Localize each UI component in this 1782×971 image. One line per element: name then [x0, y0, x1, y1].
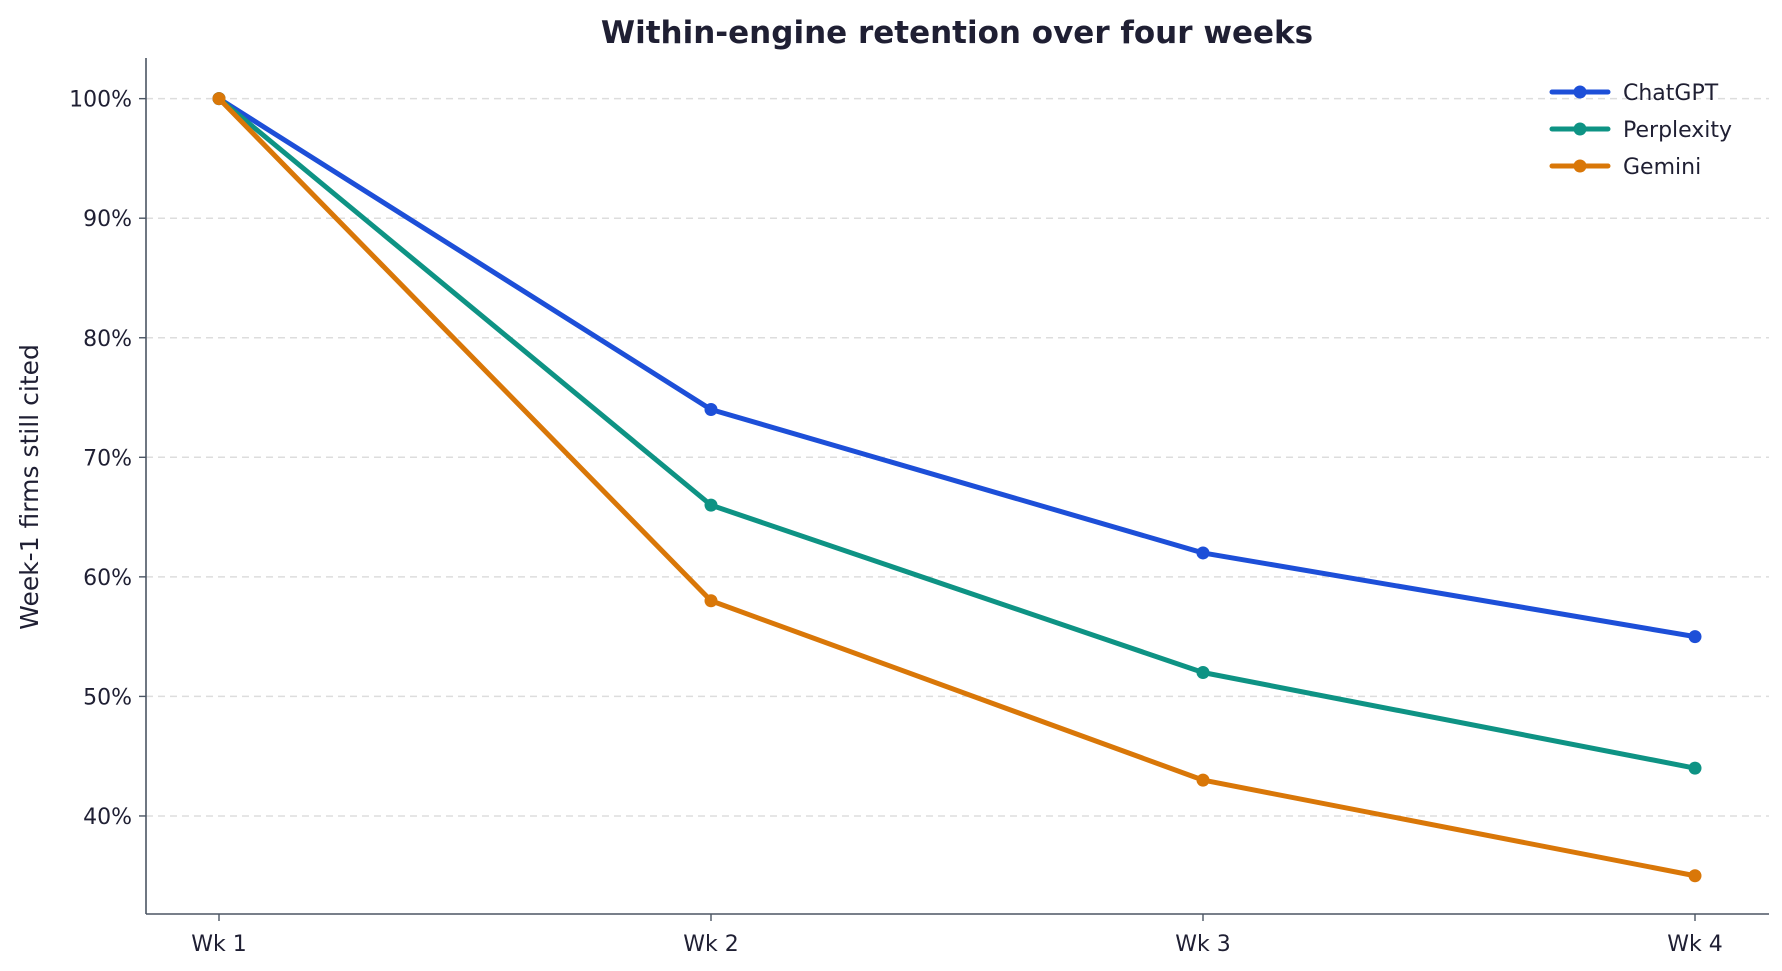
data-point: [1688, 869, 1702, 883]
legend-swatch-marker: [1573, 85, 1587, 99]
y-axis-title: Week-1 firms still cited: [15, 344, 44, 630]
x-tick-label: Wk 2: [683, 932, 738, 957]
legend: ChatGPT Perplexity Gemini: [1549, 81, 1732, 180]
axes: 40% 50% 60% 70% 80% 90% 100% Wk 1 Wk 2 Wk 3 Wk 4: [69, 58, 1769, 957]
x-tick-label: Wk 1: [191, 932, 246, 957]
y-tick-label: 80%: [83, 327, 132, 352]
y-tick-label: 70%: [83, 446, 132, 471]
series-perplexity: [212, 92, 1702, 775]
y-tick-label: 100%: [69, 88, 132, 113]
y-tick-label: 40%: [83, 805, 132, 830]
legend-swatch-marker: [1573, 159, 1587, 173]
legend-item-chatgpt: ChatGPT: [1549, 81, 1719, 106]
legend-label: ChatGPT: [1623, 81, 1719, 106]
gridlines: [146, 97, 1769, 817]
series-chatgpt: [212, 92, 1702, 644]
series-line-perplexity: [216, 96, 1698, 771]
x-tick-label: Wk 3: [1175, 932, 1230, 957]
data-point: [704, 402, 718, 416]
legend-label: Gemini: [1623, 155, 1701, 180]
series-line-gemini: [216, 96, 1698, 879]
series-gemini: [212, 92, 1702, 883]
legend-label: Perplexity: [1623, 118, 1732, 143]
series-line-chatgpt: [216, 96, 1698, 640]
y-tick-label: 90%: [83, 207, 132, 232]
data-point: [1688, 630, 1702, 644]
chart-title: Within-engine retention over four weeks: [601, 15, 1313, 51]
series: [212, 92, 1702, 883]
legend-item-perplexity: Perplexity: [1549, 118, 1732, 143]
data-point: [212, 92, 226, 106]
data-point: [1196, 666, 1210, 680]
y-tick-label: 50%: [83, 685, 132, 710]
data-point: [1688, 761, 1702, 775]
y-tick-label: 60%: [83, 566, 132, 591]
legend-item-gemini: Gemini: [1549, 155, 1701, 180]
data-point: [1196, 773, 1210, 787]
data-point: [704, 498, 718, 512]
data-point: [1196, 546, 1210, 560]
legend-swatch-marker: [1573, 122, 1587, 136]
data-point: [704, 594, 718, 608]
x-tick-label: Wk 4: [1667, 932, 1722, 957]
